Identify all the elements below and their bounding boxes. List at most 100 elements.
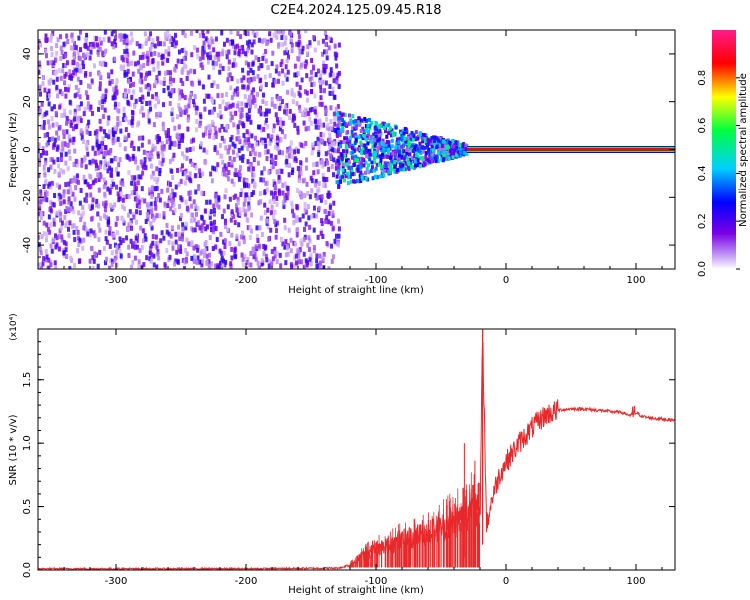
heatmap-cell	[274, 138, 278, 144]
heatmap-cell	[139, 225, 143, 231]
heatmap-cell	[129, 31, 133, 37]
heatmap-cell	[401, 163, 405, 168]
heatmap-cell	[140, 142, 144, 148]
heatmap-cell	[279, 96, 283, 102]
heatmap-cell	[382, 173, 386, 178]
heatmap-cell	[220, 250, 224, 256]
heatmap-cell	[43, 132, 47, 138]
heatmap-cell	[302, 264, 306, 269]
heatmap-cell	[230, 159, 234, 165]
heatmap-cell	[265, 156, 269, 162]
heatmap-cell	[140, 43, 144, 49]
heatmap-cell	[459, 146, 463, 151]
heatmap-cell	[280, 59, 284, 65]
heatmap-cell	[47, 265, 51, 269]
heatmap-cell	[275, 195, 279, 201]
heatmap-cell	[214, 225, 218, 231]
heatmap-cell	[330, 164, 334, 170]
heatmap-cell	[161, 157, 165, 163]
heatmap-cell	[85, 198, 89, 204]
heatmap-cell	[129, 225, 133, 231]
heatmap-cell	[461, 144, 465, 149]
heatmap-cell	[102, 246, 106, 252]
heatmap-cell	[319, 83, 323, 89]
heatmap-cell	[400, 144, 404, 149]
heatmap-cell	[281, 42, 285, 48]
heatmap-cell	[325, 177, 329, 183]
heatmap-cell	[464, 147, 468, 152]
heatmap-cell	[295, 232, 299, 238]
heatmap-cell	[452, 144, 456, 149]
heatmap-cell	[325, 116, 329, 122]
heatmap-cell	[265, 187, 269, 193]
heatmap-cell	[207, 39, 211, 45]
x-tick-label: -300	[105, 576, 128, 587]
heatmap-cell	[38, 148, 40, 154]
heatmap-cell	[51, 144, 55, 150]
heatmap-cell	[232, 213, 236, 219]
heatmap-cell	[236, 124, 240, 130]
heatmap-cell	[150, 174, 154, 180]
heatmap-cell	[233, 254, 237, 260]
heatmap-cell	[341, 149, 345, 154]
heatmap-cell	[110, 31, 114, 37]
heatmap-cell	[234, 62, 238, 68]
heatmap-cell	[68, 74, 72, 80]
heatmap-cell	[235, 207, 239, 213]
heatmap-cell	[110, 258, 114, 264]
heatmap-cell	[274, 68, 278, 74]
heatmap-cell	[240, 252, 244, 258]
heatmap-cell	[292, 220, 296, 226]
heatmap-cell	[274, 30, 278, 35]
heatmap-cell	[115, 184, 119, 190]
heatmap-cell	[376, 145, 380, 150]
heatmap-cell	[169, 206, 173, 212]
heatmap-cell	[258, 225, 262, 231]
heatmap-cell	[288, 152, 292, 158]
heatmap-cell	[434, 140, 438, 145]
heatmap-cell	[117, 101, 121, 107]
heatmap-cell	[291, 99, 295, 105]
heatmap-cell	[59, 55, 63, 61]
heatmap-cell	[246, 146, 250, 152]
heatmap-cell	[153, 50, 157, 56]
heatmap-cell	[50, 180, 54, 186]
heatmap-cell	[97, 222, 101, 228]
heatmap-cell	[168, 135, 172, 141]
heatmap-cell	[381, 138, 385, 143]
heatmap-cell	[373, 131, 377, 136]
heatmap-cell	[53, 142, 57, 148]
heatmap-cell	[274, 222, 278, 228]
heatmap-cell	[95, 134, 99, 140]
heatmap-cell	[113, 125, 117, 131]
heatmap-cell	[230, 114, 234, 120]
heatmap-cell	[164, 49, 168, 55]
heatmap-cell	[368, 152, 372, 157]
heatmap-cell	[260, 127, 264, 133]
heatmap-cell	[265, 218, 269, 224]
heatmap-cell	[220, 214, 224, 220]
heatmap-cell	[82, 53, 86, 59]
heatmap-cell	[283, 105, 287, 111]
heatmap-cell	[71, 37, 75, 43]
heatmap-cell	[182, 47, 186, 53]
heatmap-cell	[148, 100, 152, 106]
heatmap-cell	[205, 224, 209, 230]
heatmap-cell	[308, 116, 312, 122]
heatmap-cell	[310, 89, 314, 95]
heatmap-cell	[121, 217, 125, 223]
heatmap-cell	[293, 156, 297, 162]
heatmap-cell	[217, 56, 221, 62]
heatmap-cell	[401, 166, 405, 171]
heatmap-cell	[61, 169, 65, 175]
heatmap-cell	[91, 180, 95, 186]
heatmap-cell	[128, 77, 132, 83]
heatmap-cell	[283, 217, 287, 223]
heatmap-cell	[55, 130, 59, 136]
heatmap-cell	[414, 163, 418, 168]
heatmap-cell	[105, 256, 109, 262]
heatmap-cell	[149, 31, 153, 37]
heatmap-cell	[296, 166, 300, 172]
heatmap-cell	[127, 132, 131, 138]
heatmap-cell	[329, 105, 333, 111]
